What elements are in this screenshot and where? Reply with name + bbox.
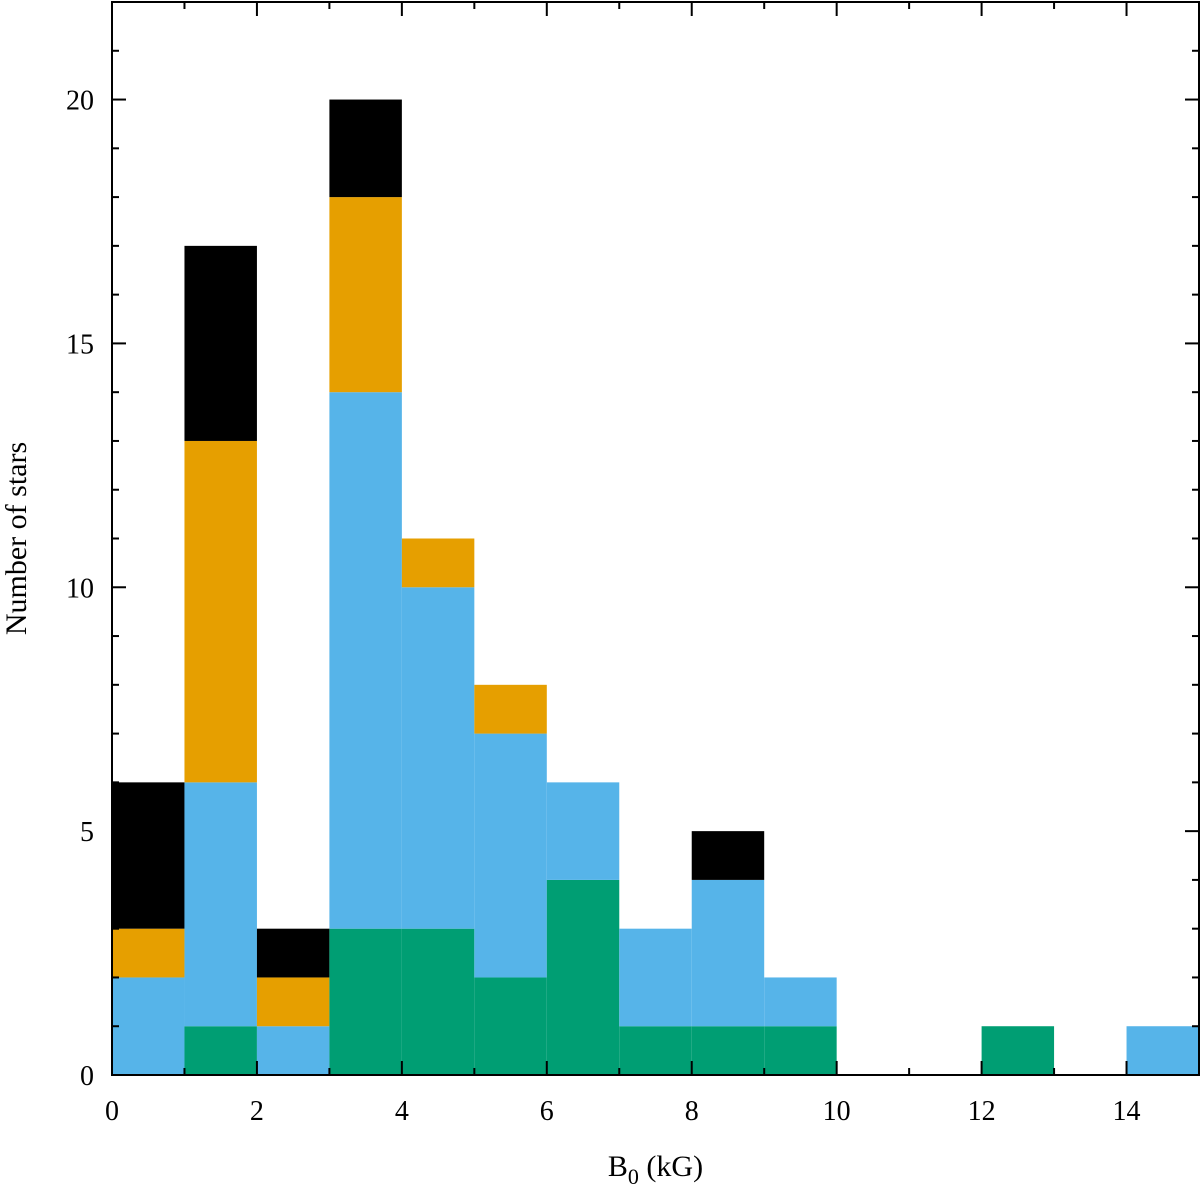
bar-series2-bin4 — [401, 538, 475, 588]
y-tick-label: 20 — [66, 86, 94, 117]
bar-series1-bin1 — [184, 782, 257, 1027]
bar-series0-bin1 — [184, 1026, 257, 1075]
bar-series2-bin1 — [184, 440, 257, 783]
x-tick-label: 4 — [395, 1096, 409, 1127]
x-tick-label: 12 — [968, 1096, 996, 1127]
bar-series1-bin3 — [329, 392, 402, 929]
bars-layer — [112, 99, 1199, 1075]
bar-series1-bin0 — [112, 977, 185, 1075]
bar-series1-bin5 — [474, 733, 547, 978]
bar-series0-bin12 — [981, 1026, 1055, 1075]
bar-series2-bin3 — [329, 197, 402, 393]
bar-series0-bin8 — [691, 1026, 765, 1075]
bar-series1-bin9 — [764, 977, 837, 1027]
x-tick-label: 8 — [685, 1096, 699, 1127]
x-axis-label-unit: (kG) — [639, 1150, 703, 1183]
bar-series2-bin5 — [474, 684, 547, 734]
ticks-layer: 0 2 4 6 8 10 12 14 0 5 10 15 20 — [66, 2, 1199, 1127]
bar-series0-bin3 — [329, 928, 402, 1075]
x-axis-label-main: B — [608, 1150, 628, 1183]
y-tick-label: 5 — [80, 817, 94, 848]
x-tick-label: 0 — [105, 1096, 119, 1127]
x-tick-label: 10 — [823, 1096, 851, 1127]
plot-frame — [111, 1, 1200, 1076]
x-axis-label-subscript: 0 — [628, 1164, 639, 1189]
x-tick-label: 14 — [1113, 1096, 1141, 1127]
y-tick-label: 10 — [66, 573, 94, 604]
x-tick-label: 6 — [540, 1096, 554, 1127]
bar-series1-bin2 — [256, 1026, 330, 1075]
bar-series0-bin6 — [546, 879, 620, 1075]
bar-series1-bin8 — [691, 879, 765, 1027]
y-axis-label: Number of stars — [0, 442, 33, 635]
bar-series1-bin6 — [546, 782, 620, 880]
bar-series2-bin2 — [256, 977, 330, 1027]
bar-series0-bin4 — [401, 928, 475, 1075]
y-tick-label: 0 — [80, 1061, 94, 1092]
bar-series3-bin8 — [691, 831, 765, 880]
bar-series0-bin7 — [619, 1026, 692, 1075]
bar-series0-bin9 — [764, 1026, 837, 1075]
bar-series1-bin14 — [1126, 1026, 1199, 1075]
x-tick-label: 2 — [250, 1096, 264, 1127]
bar-series3-bin3 — [329, 99, 402, 198]
bar-series3-bin1 — [184, 245, 257, 441]
bar-series3-bin2 — [256, 928, 330, 978]
y-tick-label: 15 — [66, 329, 94, 360]
x-axis-label: B0 (kG) — [608, 1150, 703, 1189]
bar-series2-bin0 — [112, 928, 185, 978]
bar-series3-bin0 — [112, 782, 185, 929]
bar-series1-bin4 — [401, 587, 475, 929]
bar-series0-bin5 — [474, 977, 547, 1075]
bar-series1-bin7 — [619, 928, 692, 1027]
